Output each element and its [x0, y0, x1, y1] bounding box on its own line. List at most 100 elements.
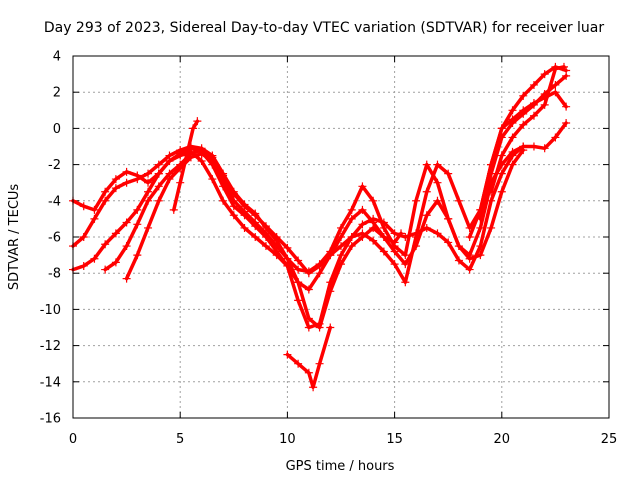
data-point	[186, 153, 195, 162]
data-point	[122, 167, 131, 176]
data-point	[379, 233, 388, 241]
data-point	[79, 202, 88, 211]
data-point	[551, 133, 560, 142]
data-point	[519, 146, 528, 155]
data-point	[197, 149, 206, 158]
data-point	[508, 133, 517, 142]
data-point	[401, 251, 410, 260]
data-point	[519, 91, 528, 100]
data-point	[326, 251, 335, 260]
data-point	[529, 111, 538, 120]
data-point	[337, 251, 345, 260]
data-point	[476, 214, 485, 223]
data-point	[304, 269, 313, 278]
data-point	[197, 156, 206, 165]
data-point	[304, 368, 313, 377]
data-point	[337, 223, 345, 232]
data-point	[347, 242, 356, 251]
data-point	[497, 151, 506, 160]
data-point	[176, 178, 185, 187]
data-point	[551, 80, 560, 89]
data-point	[251, 233, 260, 241]
data-point	[90, 254, 99, 263]
data-point	[229, 189, 238, 198]
data-point	[154, 182, 163, 191]
data-point	[444, 238, 453, 247]
data-point	[90, 214, 99, 223]
data-point	[122, 218, 131, 227]
data-point	[261, 242, 270, 251]
data-point	[79, 261, 88, 270]
data-point	[122, 242, 131, 251]
data-point	[369, 236, 378, 245]
data-point	[476, 251, 485, 260]
x-axis-label: GPS time / hours	[286, 459, 395, 474]
data-point	[422, 160, 431, 169]
data-point	[433, 178, 442, 187]
data-point	[326, 323, 335, 332]
data-point	[261, 222, 270, 231]
data-point	[508, 151, 517, 160]
data-point	[154, 169, 163, 178]
series-line	[467, 65, 568, 239]
data-point	[529, 142, 538, 151]
series-line	[285, 325, 333, 389]
chart-title: Day 293 of 2023, Sidereal Day-to-day VTE…	[44, 20, 605, 36]
data-point	[111, 184, 120, 193]
y-tick-label: -6	[48, 231, 61, 246]
x-tick-label: 5	[176, 432, 184, 447]
data-point	[454, 242, 463, 251]
data-point	[508, 118, 517, 127]
data-point	[540, 144, 549, 153]
data-point	[101, 196, 110, 205]
y-tick-label: 0	[53, 122, 61, 137]
data-point	[294, 265, 303, 274]
data-point	[272, 251, 281, 260]
data-point	[487, 223, 496, 232]
data-point	[208, 175, 217, 184]
data-point	[315, 269, 324, 278]
data-point	[79, 233, 88, 241]
data-point	[529, 100, 538, 109]
data-point	[540, 70, 549, 79]
y-tick-label: -12	[40, 339, 61, 354]
x-tick-label: 15	[386, 432, 403, 447]
data-point	[390, 247, 399, 256]
data-point	[444, 214, 453, 223]
data-point	[433, 196, 442, 205]
data-point	[358, 229, 367, 238]
data-point	[294, 278, 303, 287]
data-point	[101, 240, 110, 249]
y-tick-label: 2	[53, 86, 61, 101]
data-point	[508, 106, 517, 115]
data-point	[337, 260, 345, 269]
data-point	[283, 350, 292, 359]
data-point	[219, 171, 228, 180]
data-point	[309, 383, 318, 392]
data-point	[294, 256, 303, 265]
data-point	[144, 223, 153, 232]
data-point	[465, 233, 474, 241]
plot-area	[69, 62, 571, 392]
data-point	[347, 214, 356, 223]
data-point	[240, 223, 249, 232]
data-point	[562, 71, 571, 80]
data-point	[559, 62, 568, 71]
data-point	[261, 229, 270, 238]
data-point	[208, 156, 217, 165]
data-series-pass-10	[487, 62, 568, 196]
data-point	[251, 218, 260, 227]
data-point	[326, 287, 335, 296]
data-point	[347, 233, 356, 241]
data-point	[101, 265, 110, 274]
data-point	[144, 196, 153, 205]
data-point	[272, 233, 281, 241]
data-point	[144, 169, 153, 178]
data-point	[401, 278, 410, 287]
data-point	[454, 256, 463, 265]
data-point	[315, 323, 324, 332]
data-point	[283, 254, 292, 263]
data-point	[465, 254, 474, 263]
data-point	[251, 211, 260, 220]
data-point	[219, 196, 228, 205]
